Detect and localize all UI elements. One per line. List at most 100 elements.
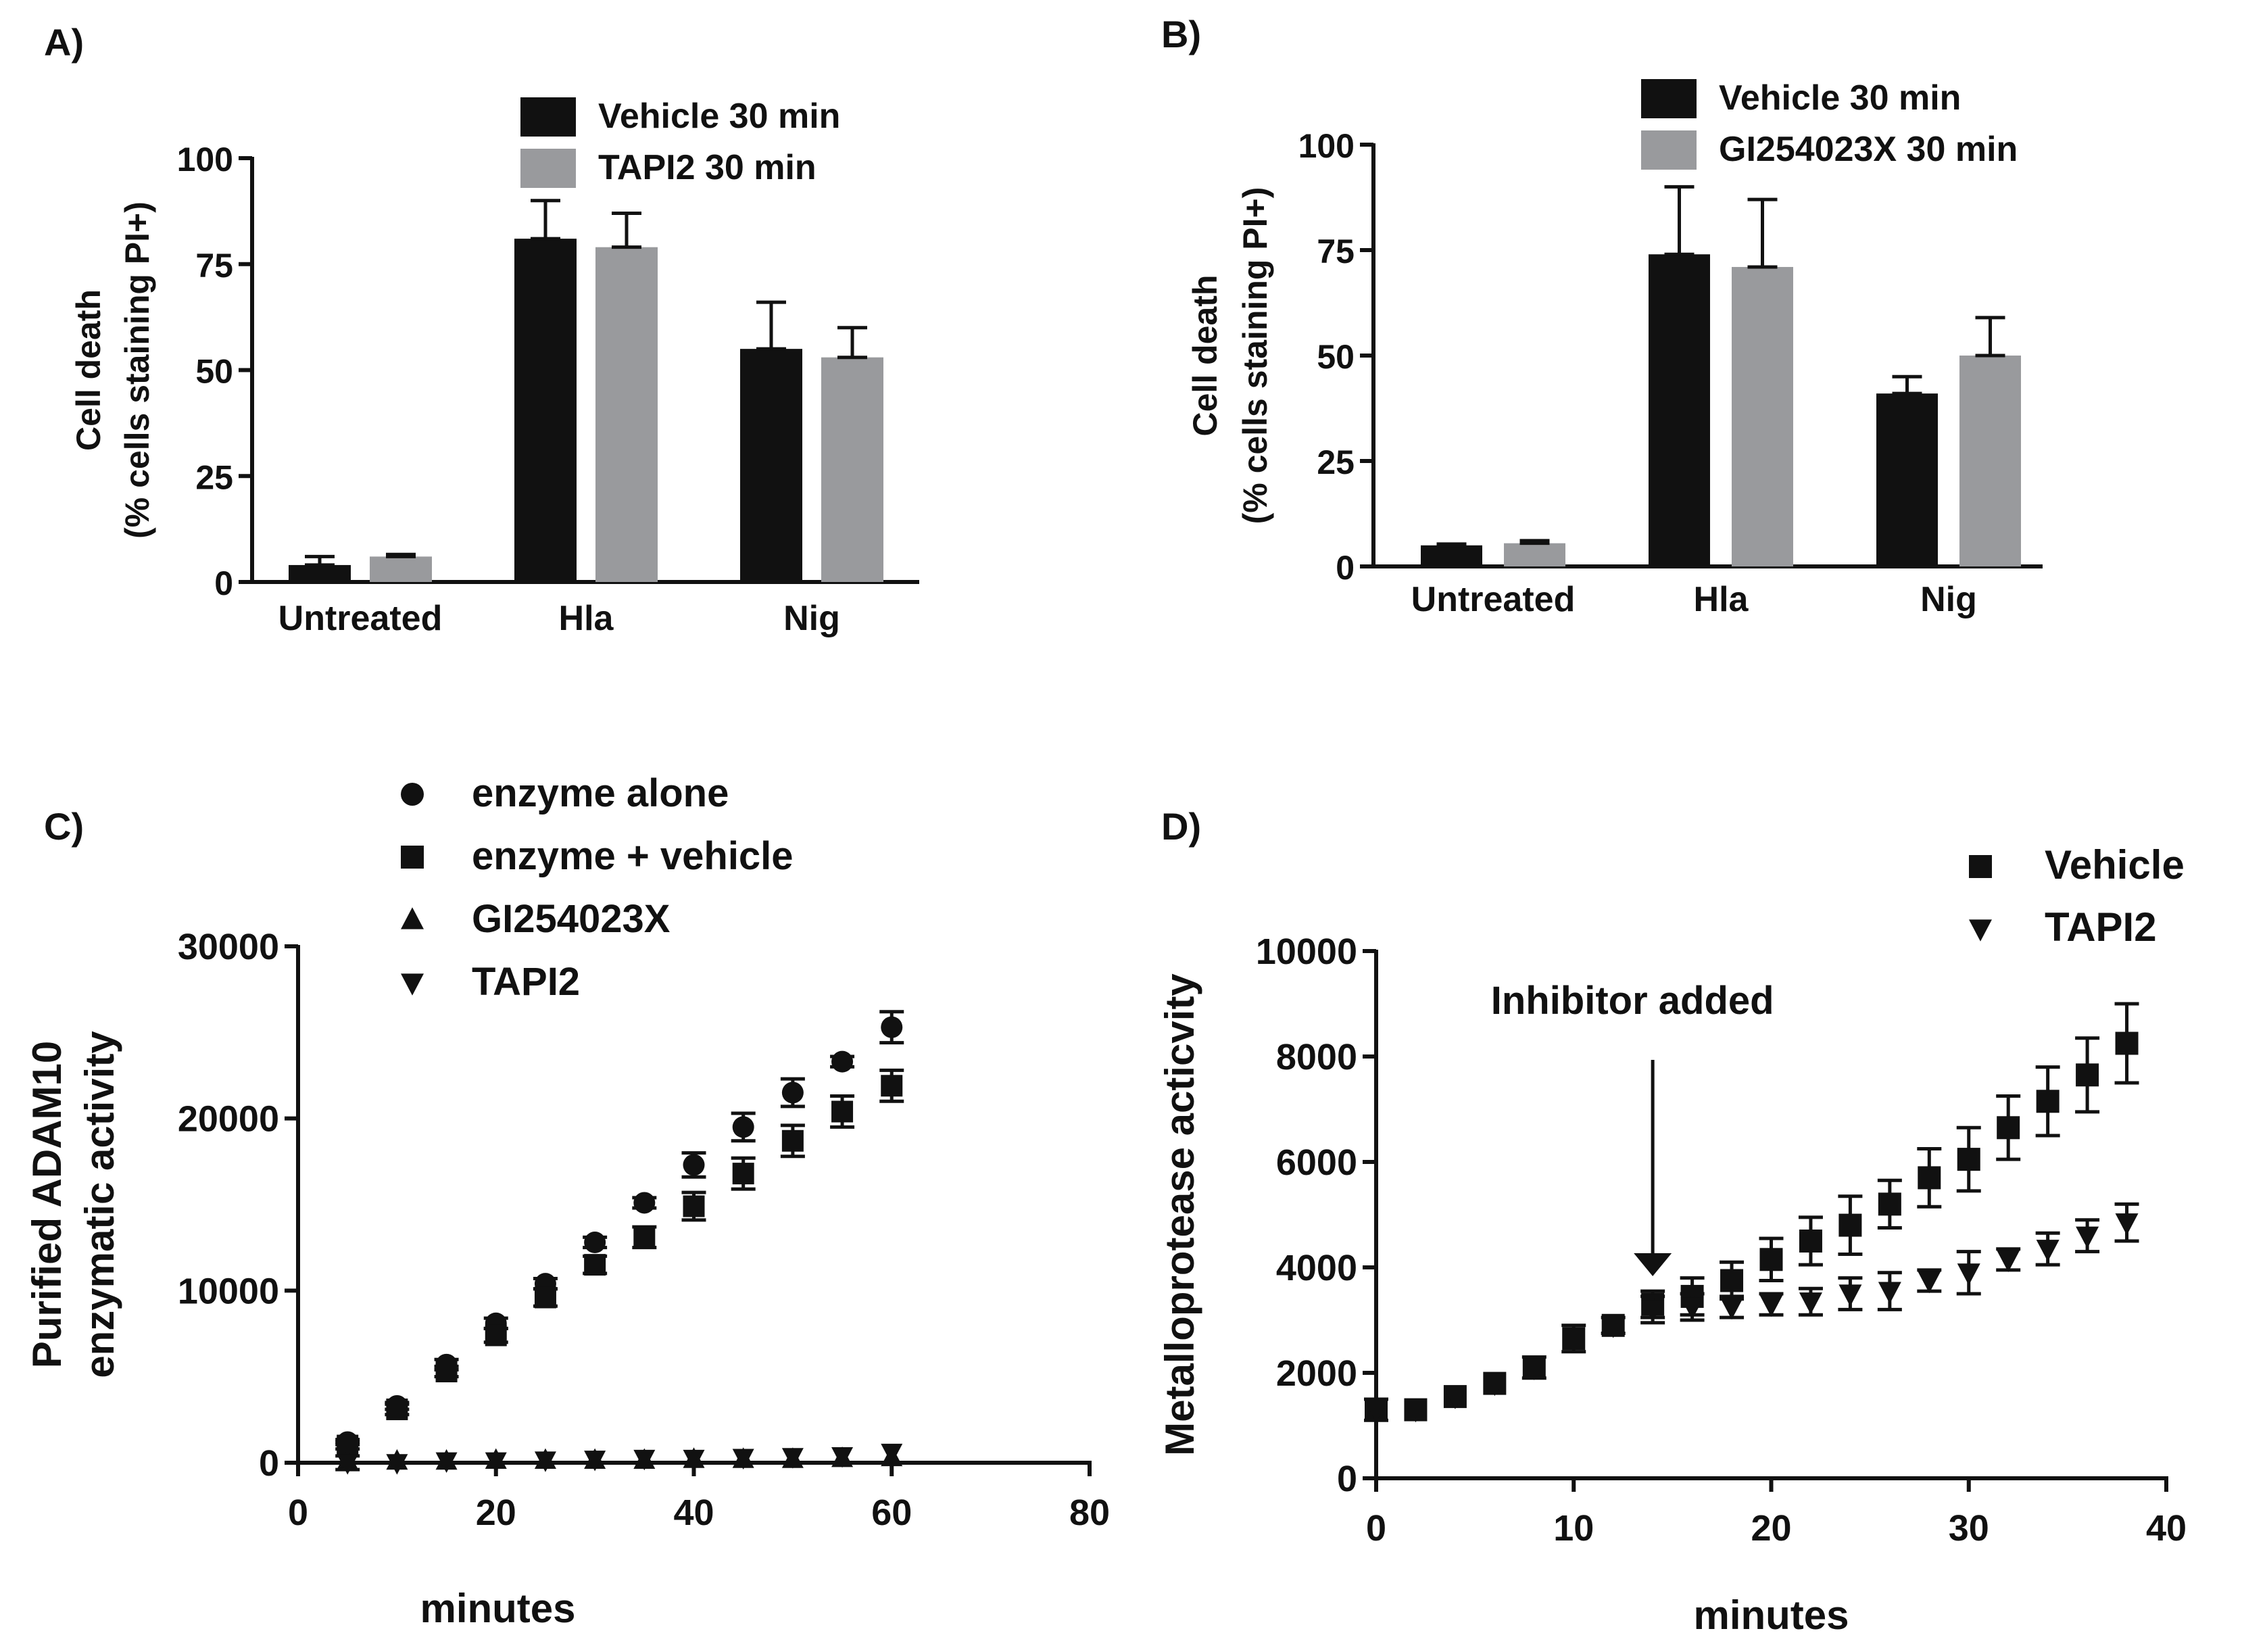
legend-label: enzyme + vehicle [472,834,794,878]
data-point [2036,1240,2060,1262]
data-point [1720,1297,1744,1320]
panel-c-scatter-chart: C) 0 10000 20000 30000 0 20 40 60 80 minutes Purifi… [24,771,1110,1631]
y-tick-label: 50 [1317,338,1355,376]
data-point [1562,1329,1586,1351]
data-point [1759,1295,1783,1317]
y-tick-label: 4000 [1276,1248,1357,1288]
bar [821,357,883,582]
data-point [732,1449,754,1469]
legend-marker [401,783,424,806]
bar [1504,543,1565,566]
data-point [534,1286,556,1309]
data-point [584,1254,606,1276]
data-point [633,1226,656,1248]
data-point [881,1016,903,1038]
y-tick-label: 75 [195,247,233,285]
x-category-label: Hla [1694,580,1749,619]
y-tick-label: 10000 [1256,931,1357,972]
series-vehicle [1364,1002,2139,1422]
legend-marker [401,846,424,869]
panel-b-bar-chart: B) 0 25 50 75 100 Cell death (% cells staining … [1161,13,2043,619]
series-tapi2 [335,1443,903,1475]
data-point [1918,1166,1941,1190]
bar [1876,393,1938,566]
data-point [435,1452,458,1474]
x-axis-label: minutes [420,1586,575,1631]
data-point [1601,1316,1625,1338]
data-point [1680,1297,1704,1320]
data-point [2076,1226,2099,1248]
data-point [584,1451,606,1472]
data-point [485,1452,507,1474]
legend-swatch [1641,79,1697,118]
legend-label: TAPI2 [472,960,580,1004]
data-point [1878,1192,1901,1216]
bar [740,349,802,582]
y-tick-label: 100 [1298,127,1355,165]
y-tick-label: 0 [214,564,233,602]
legend-label: Vehicle 30 min [598,97,840,136]
panel-label: C) [44,805,84,848]
data-point [584,1232,606,1254]
data-point [633,1449,656,1471]
bar [1959,356,2021,566]
data-point [1522,1358,1546,1380]
data-point [1838,1284,1862,1307]
legend-swatch [1641,130,1697,170]
x-tick-label: 0 [1366,1508,1386,1549]
bar [1649,254,1710,566]
data-point [337,1454,359,1475]
y-axis-label-line2: (% cells staining PI+) [1236,187,1274,525]
data-point [781,1448,804,1469]
data-point [683,1449,705,1471]
x-category-label: Nig [783,599,840,638]
bar [289,564,351,582]
panel-d-scatter-chart: D) 0 2000 4000 6000 8000 10000 0 10 20 30 40 minutes… [1157,805,2187,1638]
data-point [831,1100,854,1123]
x-tick-label: 20 [1751,1508,1791,1549]
data-point [633,1192,656,1214]
legend-label: GI254023X 30 min [1719,130,2018,169]
bar [514,239,577,582]
legend-marker [1969,919,1992,942]
x-tick-label: 40 [2146,1508,2187,1549]
y-axis-label-line2: enzymatic activity [77,1031,122,1378]
y-tick-label: 30000 [178,927,279,967]
series-gi254023x [337,1445,903,1470]
legend-label: TAPI2 [2045,904,2157,950]
data-point [1404,1401,1428,1423]
panel-label: D) [1161,805,1201,848]
y-tick-label: 0 [1337,1459,1357,1499]
y-axis-label: Metalloprotease acticvity [1157,973,1202,1456]
data-point [1997,1116,2020,1140]
panel-a-bar-chart: A) 0 25 50 75 100 Cell death (% cells staining … [44,21,919,638]
data-point [683,1154,705,1176]
data-point [1838,1213,1862,1237]
data-point [2115,1031,2139,1055]
legend-swatch [520,149,576,188]
x-tick-label: 0 [288,1492,308,1533]
y-axis-label: Purified ADAM10 [24,1041,70,1369]
data-point [781,1129,804,1152]
data-point [2036,1090,2060,1113]
x-tick-label: 80 [1069,1492,1110,1533]
y-tick-label: 0 [1336,549,1355,587]
panel-label: A) [44,21,84,64]
data-point [831,1447,854,1468]
bar [1732,266,1793,566]
x-tick-label: 10 [1553,1508,1594,1549]
series-enzyme-vehicle [335,1068,904,1457]
x-tick-label: 60 [871,1492,912,1533]
bar [595,247,658,582]
data-point [1483,1374,1507,1396]
data-point [1957,1148,1980,1171]
data-point [781,1082,804,1104]
data-point [881,1443,903,1465]
series-tapi2 [1365,1202,2139,1423]
legend-marker [401,973,424,996]
data-point [1759,1248,1783,1271]
data-point [485,1324,507,1346]
series-enzyme-alone [335,1010,904,1453]
data-point [1720,1269,1744,1292]
